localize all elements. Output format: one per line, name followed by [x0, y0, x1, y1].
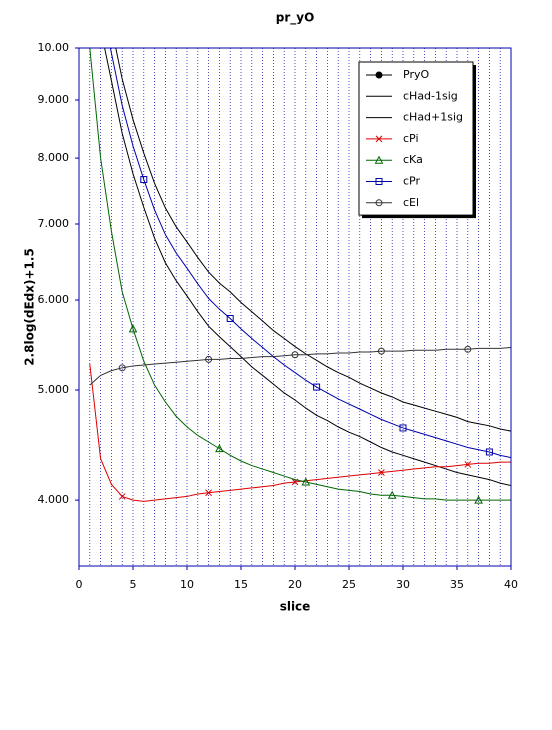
marker	[291, 351, 299, 359]
series-line	[115, 48, 511, 432]
marker	[375, 178, 383, 185]
x-axis-label: slice	[280, 600, 311, 614]
x-tick-label: 15	[234, 578, 248, 591]
marker	[375, 135, 383, 143]
marker	[140, 176, 148, 184]
legend-label: cEl	[403, 196, 419, 209]
y-tick-label: 10.00	[38, 41, 70, 54]
y-tick-label: 5.000	[38, 383, 70, 396]
plot-area	[89, 48, 511, 504]
y-axis-label: 2.8log(dEdx)+1.5	[23, 248, 37, 366]
marker	[128, 324, 138, 333]
x-tick-label: 20	[288, 578, 302, 591]
marker	[485, 448, 493, 456]
marker	[387, 490, 397, 499]
y-tick-label: 7.000	[38, 217, 70, 230]
chart-title: pr_yO	[276, 11, 315, 26]
marker	[313, 383, 321, 391]
plot-frame	[78, 47, 512, 567]
legend-label: cHad+1sig	[403, 111, 463, 124]
series-line	[89, 364, 511, 502]
grid	[75, 47, 512, 570]
series-line	[89, 48, 511, 501]
marker	[118, 364, 126, 372]
x-tick-label: 25	[342, 578, 356, 591]
x-tick-label: 0	[76, 578, 83, 591]
x-tick-label: 30	[396, 578, 410, 591]
marker	[464, 345, 472, 353]
legend-label: cPi	[403, 132, 419, 145]
marker	[399, 424, 407, 432]
marker	[374, 155, 384, 164]
series-line	[109, 48, 511, 459]
marker	[205, 489, 212, 497]
x-tick-label: 40	[504, 578, 518, 591]
marker	[375, 71, 383, 79]
y-tick-label: 8.000	[38, 151, 70, 164]
marker	[377, 347, 385, 355]
legend-label: cKa	[403, 153, 423, 166]
x-tick-label: 35	[450, 578, 464, 591]
y-tick-label: 6.000	[38, 293, 70, 306]
legend-label: cPr	[403, 175, 420, 188]
marker	[215, 444, 224, 453]
y-tick-label: 9.000	[38, 93, 70, 106]
marker	[301, 477, 311, 486]
legend-label: PryO	[403, 68, 429, 81]
x-tick-label: 10	[180, 578, 194, 591]
series-line	[104, 48, 511, 487]
marker	[205, 355, 213, 363]
series-line	[89, 346, 511, 386]
legend: PryO cHad-1sig cHad+1sig cPi cKa cPr cEl	[358, 61, 476, 219]
legend-label: cHad-1sig	[403, 89, 458, 102]
x-tick-label: 5	[130, 578, 137, 591]
marker	[375, 199, 383, 207]
marker	[226, 314, 234, 322]
marker	[464, 461, 472, 468]
marker	[118, 493, 126, 500]
marker	[378, 469, 385, 476]
marker	[474, 495, 483, 504]
y-tick-label: 4.000	[38, 493, 70, 506]
